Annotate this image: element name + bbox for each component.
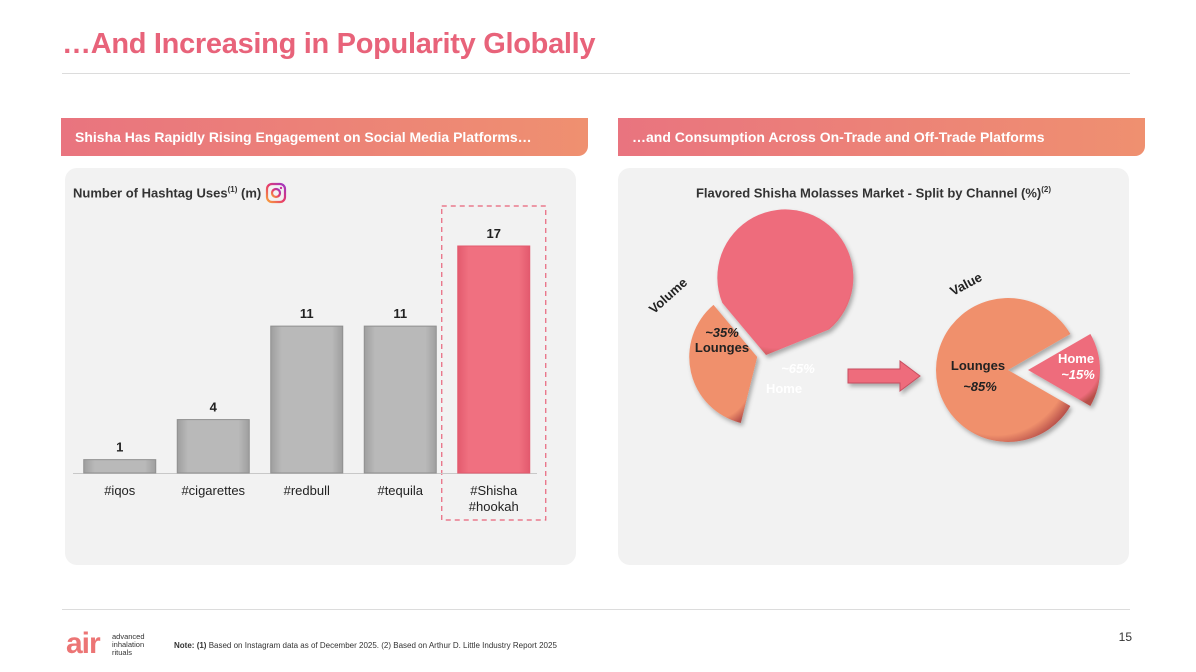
- logo-word: advanced: [112, 632, 145, 641]
- pie-title: Value: [947, 269, 984, 298]
- logo-word: rituals: [112, 648, 133, 657]
- pie-data-label: ~35%: [705, 325, 739, 340]
- bottom-divider: [62, 609, 1130, 610]
- pie-data-label: ~85%: [963, 379, 997, 394]
- highlight-box: [441, 205, 547, 521]
- bar-data-label: 1: [116, 440, 123, 455]
- air-logo: air advanced inhalation rituals: [66, 628, 176, 662]
- bar: [363, 325, 437, 474]
- pie-slice: [689, 304, 758, 424]
- footnote: Note: (1) Based on Instagram data as of …: [174, 641, 557, 650]
- hashtag-chart-heading-text: Number of Hashtag Uses: [73, 185, 228, 201]
- x-tick-label: #iqos: [104, 483, 136, 498]
- bar: [270, 325, 344, 474]
- logo-mark: air: [66, 627, 101, 660]
- channel-split-heading-sup: (2): [1041, 185, 1052, 194]
- footnote-text-2: (2) Based on Arthur D. Little Industry R…: [379, 641, 557, 650]
- x-tick-label: #hookah: [469, 499, 519, 514]
- footnote-label: Note:: [174, 641, 195, 650]
- x-tick-label: #cigarettes: [181, 483, 245, 498]
- x-tick-label: #redbull: [284, 483, 330, 498]
- pie-slice: [717, 209, 854, 355]
- bar: [457, 245, 531, 474]
- bar-data-label: 17: [487, 226, 501, 241]
- top-divider: [62, 73, 1130, 74]
- pie-slice-name: Lounges: [951, 358, 1005, 373]
- right-section-band: …and Consumption Across On-Trade and Off…: [618, 118, 1145, 156]
- hashtag-chart-heading-sup: (1): [227, 185, 238, 194]
- footnote-text-1: Based on Instagram data as of December 2…: [206, 641, 380, 650]
- logo-word: inhalation: [112, 640, 145, 649]
- channel-split-panel: Flavored Shisha Molasses Market - Split …: [618, 168, 1129, 565]
- left-section-band: Shisha Has Rapidly Rising Engagement on …: [61, 118, 588, 156]
- pie-slice-name: Lounges: [695, 340, 749, 355]
- pie-data-label: ~65%: [781, 361, 815, 376]
- x-tick-label: #tequila: [377, 483, 423, 498]
- bar: [83, 459, 157, 474]
- channel-split-heading-text: Flavored Shisha Molasses Market - Split …: [695, 185, 1042, 201]
- bar-data-label: 11: [300, 306, 314, 321]
- pie-slice-name: Home: [1058, 351, 1094, 366]
- logo-words: advanced inhalation rituals: [112, 633, 145, 657]
- page-title: …And Increasing in Popularity Globally: [62, 28, 596, 60]
- pie-data-label: ~15%: [1061, 367, 1095, 382]
- hashtag-bar-chart: 1 #iqos 4 #cigarettes 11 #redbull 11 #tequila 17…: [73, 205, 547, 521]
- channel-split-pie-charts: ~35%Lounges~65%HomeVolumeLounges~85%Home…: [646, 209, 1100, 442]
- page-number: 15: [1118, 630, 1132, 644]
- channel-split-heading: Flavored Shisha Molasses Market - Split …: [618, 185, 1129, 200]
- hashtag-chart-heading: Number of Hashtag Uses(1) (m): [73, 185, 261, 200]
- pie-slice: [1028, 334, 1100, 406]
- pie-slice-name: Home: [766, 381, 802, 396]
- hashtag-chart-heading-unit: (m): [237, 185, 262, 201]
- bar-data-label: 11: [393, 306, 407, 321]
- hashtag-chart-panel: Number of Hashtag Uses(1) (m) 1 #iqos 4 #ci…: [65, 168, 576, 565]
- bar: [176, 419, 250, 474]
- x-tick-label: #Shisha: [470, 483, 518, 498]
- footnote-marker: (1): [196, 641, 207, 650]
- pie-title: Volume: [646, 275, 690, 317]
- instagram-icon: [265, 182, 287, 204]
- pie-slice: [936, 298, 1071, 442]
- bar-data-label: 4: [210, 400, 218, 415]
- arrow-icon: [847, 360, 921, 392]
